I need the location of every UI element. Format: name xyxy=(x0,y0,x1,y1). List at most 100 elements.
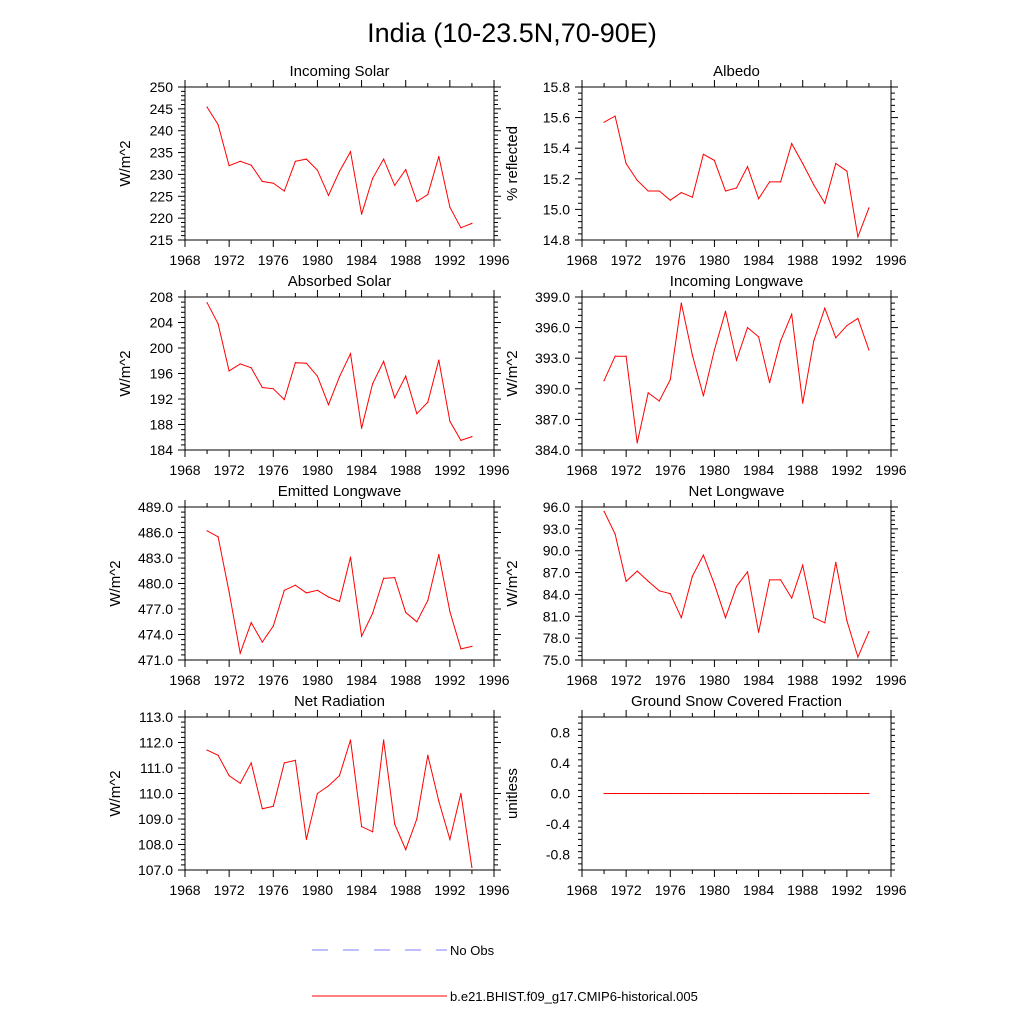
data-point xyxy=(603,121,605,123)
data-point xyxy=(636,570,638,572)
data-point xyxy=(283,589,285,591)
data-point xyxy=(327,194,330,197)
data-point xyxy=(405,611,407,614)
y-tick-label: 84.0 xyxy=(543,586,570,602)
data-point xyxy=(372,831,374,833)
data-point xyxy=(372,177,374,179)
data-point xyxy=(846,170,848,172)
y-tick-label: 474.0 xyxy=(138,627,173,643)
data-point xyxy=(857,792,859,795)
data-point xyxy=(802,792,804,795)
data-point xyxy=(449,610,451,613)
data-point xyxy=(217,536,219,538)
y-tick-label: -0.8 xyxy=(546,847,570,863)
data-point xyxy=(757,792,760,795)
data-point xyxy=(416,818,418,820)
data-point xyxy=(316,792,319,795)
data-point xyxy=(702,792,704,795)
data-point xyxy=(283,762,285,764)
data-point xyxy=(427,599,429,602)
data-point xyxy=(427,754,429,756)
data-point xyxy=(802,402,804,404)
series-line xyxy=(206,302,473,442)
data-point xyxy=(427,401,429,403)
data-point xyxy=(835,792,837,795)
x-tick-label: 1968 xyxy=(566,462,597,478)
data-point xyxy=(614,792,616,795)
y-axis-label: W/m^2 xyxy=(504,350,521,396)
x-tick-label: 1976 xyxy=(655,252,686,268)
data-point xyxy=(272,805,274,807)
data-point xyxy=(283,399,285,401)
legend-obs-label: No Obs xyxy=(450,943,495,958)
x-tick-label: 1980 xyxy=(699,672,730,688)
x-tick-label: 1992 xyxy=(831,462,862,478)
y-tick-label: 489.0 xyxy=(138,499,173,515)
data-point xyxy=(691,354,693,356)
x-tick-label: 1988 xyxy=(390,462,421,478)
y-tick-label: 200 xyxy=(150,340,174,356)
data-point xyxy=(327,596,330,598)
data-point xyxy=(217,754,219,756)
data-point xyxy=(349,353,352,355)
data-point xyxy=(658,190,660,192)
data-point xyxy=(239,782,241,784)
data-point xyxy=(349,151,352,153)
data-point xyxy=(802,162,804,165)
data-point xyxy=(228,165,230,167)
plot-frame xyxy=(184,716,495,871)
data-point xyxy=(791,143,793,145)
panel-albedo: Albedo 1968 1972 1976 1980 1984 1988 1992 1996 14… xyxy=(504,63,907,268)
data-point xyxy=(394,397,396,399)
data-point xyxy=(846,324,848,327)
y-tick-label: 396.0 xyxy=(535,320,570,336)
data-point xyxy=(261,386,263,389)
panel-incoming-solar: Incoming Solar 1968 1972 1976 1980 1984 1988 19… xyxy=(117,63,510,268)
data-point xyxy=(217,123,219,126)
data-point xyxy=(460,227,462,229)
data-point xyxy=(769,181,771,183)
data-point xyxy=(338,775,341,777)
data-point xyxy=(691,575,693,577)
panel-emitted-longwave: Emitted Longwave 1968 1972 1976 1980 1984 1988… xyxy=(107,483,510,688)
data-point xyxy=(735,187,738,189)
data-point xyxy=(305,362,307,364)
y-axis-label: % reflected xyxy=(504,126,521,201)
data-point xyxy=(316,375,319,377)
data-point xyxy=(702,554,704,556)
data-point xyxy=(680,792,682,795)
x-tick-label: 1992 xyxy=(434,462,465,478)
series-line xyxy=(603,115,870,239)
x-tick-label: 1972 xyxy=(611,462,642,478)
x-tick-label: 1992 xyxy=(831,672,862,688)
data-point xyxy=(383,158,385,160)
x-tick-label: 1988 xyxy=(787,252,818,268)
y-tick-label: 225 xyxy=(150,188,174,204)
y-tick-label: 90.0 xyxy=(543,543,570,559)
data-point xyxy=(857,656,859,658)
series-line xyxy=(206,106,473,229)
data-point xyxy=(394,184,396,186)
data-point xyxy=(813,617,815,619)
y-tick-label: 399.0 xyxy=(535,289,570,305)
y-axis-label: W/m^2 xyxy=(504,560,521,606)
data-point xyxy=(735,359,738,361)
data-point xyxy=(360,213,363,215)
data-point xyxy=(614,533,616,535)
y-tick-label: 0.0 xyxy=(551,786,571,802)
x-tick-label: 1996 xyxy=(875,462,906,478)
y-tick-label: 15.2 xyxy=(543,171,570,187)
y-tick-label: 0.8 xyxy=(551,724,571,740)
data-point xyxy=(272,388,274,390)
series-line xyxy=(603,302,870,444)
x-tick-label: 1972 xyxy=(611,882,642,898)
x-tick-label: 1984 xyxy=(346,672,377,688)
x-tick-label: 1996 xyxy=(478,252,509,268)
data-point xyxy=(824,307,826,309)
panel-title: Emitted Longwave xyxy=(278,483,401,500)
data-point xyxy=(261,180,263,183)
data-point xyxy=(636,792,638,795)
data-point xyxy=(206,106,208,108)
panel-title: Absorbed Solar xyxy=(288,273,391,290)
x-tick-label: 1976 xyxy=(655,462,686,478)
